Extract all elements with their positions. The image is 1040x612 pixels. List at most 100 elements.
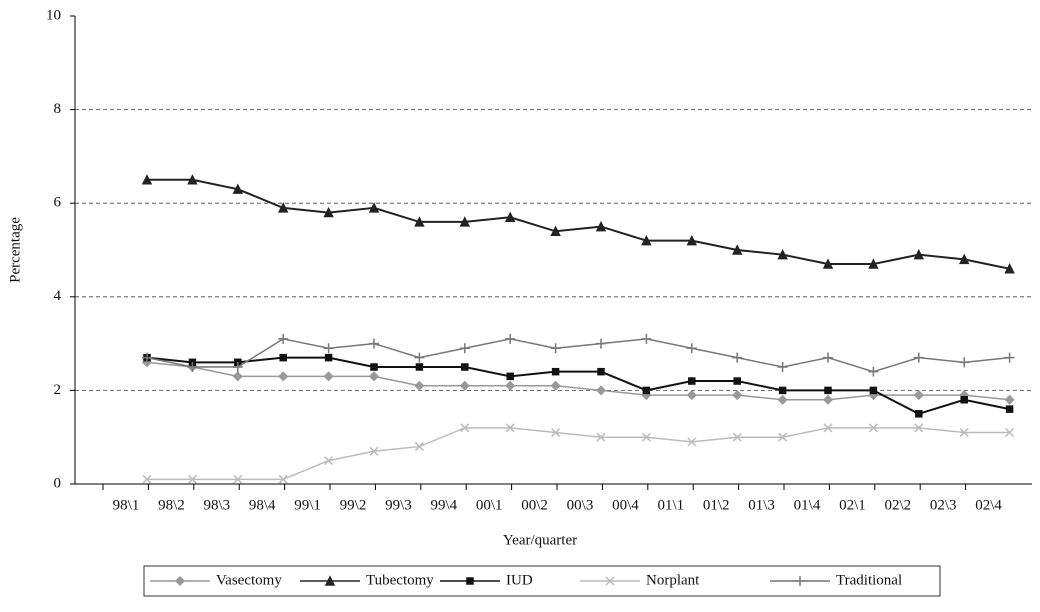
marker (324, 353, 333, 362)
marker (914, 423, 924, 433)
marker (142, 474, 152, 484)
marker (506, 372, 514, 381)
y-tick-label: 6 (54, 195, 62, 211)
marker (278, 474, 288, 484)
x-tick-label: 01\3 (748, 497, 775, 513)
marker (686, 234, 698, 246)
marker (370, 363, 378, 371)
marker (731, 244, 743, 255)
marker (232, 371, 243, 382)
marker (324, 575, 336, 586)
x-tick-label: 98\3 (203, 497, 230, 513)
marker (504, 211, 516, 222)
x-tick-label: 99\4 (430, 497, 457, 513)
marker (869, 386, 878, 395)
x-tick-label: 98\1 (113, 497, 140, 513)
marker (595, 385, 607, 396)
marker (278, 333, 289, 344)
marker (141, 174, 153, 185)
x-tick-label: 00\1 (476, 497, 503, 513)
marker (550, 343, 561, 354)
marker (733, 377, 741, 385)
marker (959, 357, 970, 368)
marker (505, 380, 516, 391)
marker (778, 386, 787, 395)
marker (368, 202, 380, 213)
x-tick-label: 01\1 (657, 497, 684, 513)
marker (868, 366, 879, 377)
marker (551, 427, 561, 438)
legend-label: Traditional (836, 572, 902, 588)
marker (868, 258, 879, 269)
marker (232, 362, 243, 372)
y-axis-label: Percentage (7, 217, 23, 283)
y-tick-label: 4 (54, 288, 62, 304)
marker (595, 220, 607, 232)
marker (278, 371, 289, 382)
marker (1005, 427, 1015, 438)
marker (824, 386, 832, 395)
x-tick-label: 99\3 (385, 497, 412, 513)
marker (596, 338, 606, 349)
marker (822, 258, 834, 269)
marker (597, 367, 605, 376)
marker (187, 174, 198, 185)
marker (187, 474, 197, 484)
marker (369, 338, 379, 349)
marker (777, 249, 788, 260)
marker (323, 343, 334, 354)
marker (323, 206, 334, 218)
legend-label: Tubectomy (366, 572, 434, 588)
marker (915, 410, 923, 418)
marker (459, 216, 471, 227)
series-line (147, 178, 1010, 270)
marker (414, 216, 425, 227)
x-tick-label: 02\2 (884, 497, 911, 513)
marker (777, 362, 788, 372)
marker (913, 352, 924, 363)
marker (777, 394, 788, 405)
marker (960, 396, 968, 404)
marker (778, 432, 788, 442)
marker (605, 576, 615, 586)
legend-label: Norplant (646, 572, 700, 588)
marker (368, 371, 380, 382)
marker (687, 437, 697, 447)
series-line (147, 427, 1010, 481)
marker (277, 202, 289, 213)
marker (1004, 352, 1015, 363)
marker (642, 386, 651, 395)
legend-label: IUD (506, 572, 533, 588)
marker (505, 423, 515, 433)
x-tick-label: 98\2 (158, 497, 185, 513)
x-tick-label: 01\2 (703, 497, 730, 513)
series-line (146, 356, 1010, 415)
marker (795, 576, 805, 586)
marker (913, 249, 925, 260)
x-tick-label: 02\4 (975, 497, 1002, 513)
marker (641, 333, 652, 344)
marker (959, 427, 969, 438)
series-line (146, 338, 1010, 373)
marker (732, 352, 743, 363)
marker (686, 343, 697, 354)
marker (414, 380, 425, 391)
marker (641, 432, 651, 442)
y-tick-label: 8 (54, 101, 62, 117)
marker (505, 333, 516, 344)
marker (323, 371, 334, 382)
x-tick-label: 02\3 (930, 497, 957, 513)
marker (958, 253, 970, 265)
x-tick-label: 98\4 (249, 497, 276, 513)
marker (732, 390, 743, 401)
marker (466, 577, 474, 585)
y-tick-label: 2 (54, 382, 62, 398)
marker (550, 225, 561, 237)
x-tick-label: 00\3 (567, 497, 594, 513)
marker (461, 363, 469, 371)
marker (551, 367, 560, 376)
x-tick-label: 00\4 (612, 497, 639, 513)
marker (459, 343, 470, 354)
x-tick-label: 99\2 (340, 497, 367, 513)
